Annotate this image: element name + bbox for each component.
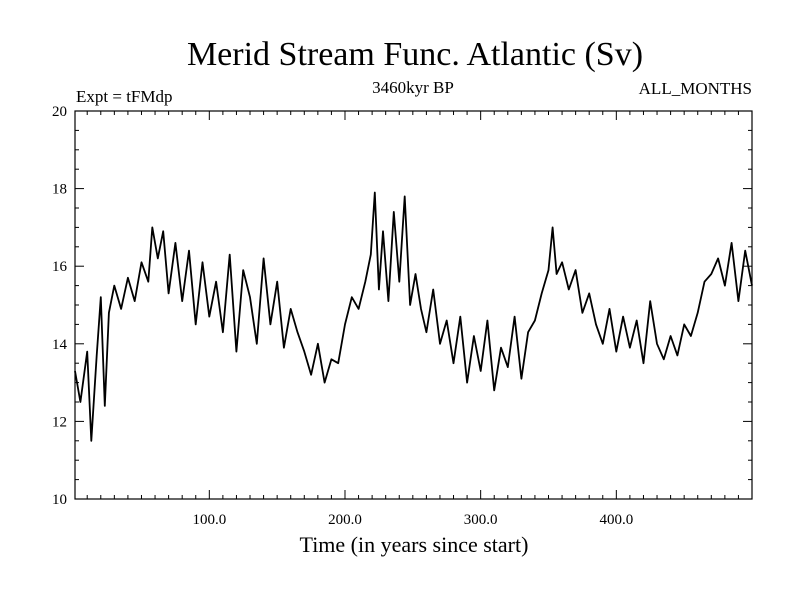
months-label: ALL_MONTHS [639,79,752,98]
experiment-label: Expt = tFMdp [76,87,173,106]
x-axis-label: Time (in years since start) [300,532,529,557]
x-tick-label: 100.0 [192,512,226,528]
x-tick-label: 400.0 [599,512,633,528]
y-tick-label: 10 [52,492,67,508]
series-line [74,191,753,442]
period-label: 3460kyr BP [372,78,454,97]
y-tick-label: 18 [52,182,67,198]
x-tick-label: 300.0 [464,512,498,528]
chart-title: Merid Stream Func. Atlantic (Sv) [187,36,643,73]
y-tick-label: 20 [52,104,67,120]
series-layer [74,191,753,442]
x-tick-label: 200.0 [328,512,362,528]
y-tick-label: 14 [52,337,68,353]
tick-layer: 100.0 200.0 300.0 400.0 10 12 14 16 18 20 [52,104,752,528]
y-tick-label: 16 [52,259,68,275]
y-tick-label: 12 [52,414,67,430]
